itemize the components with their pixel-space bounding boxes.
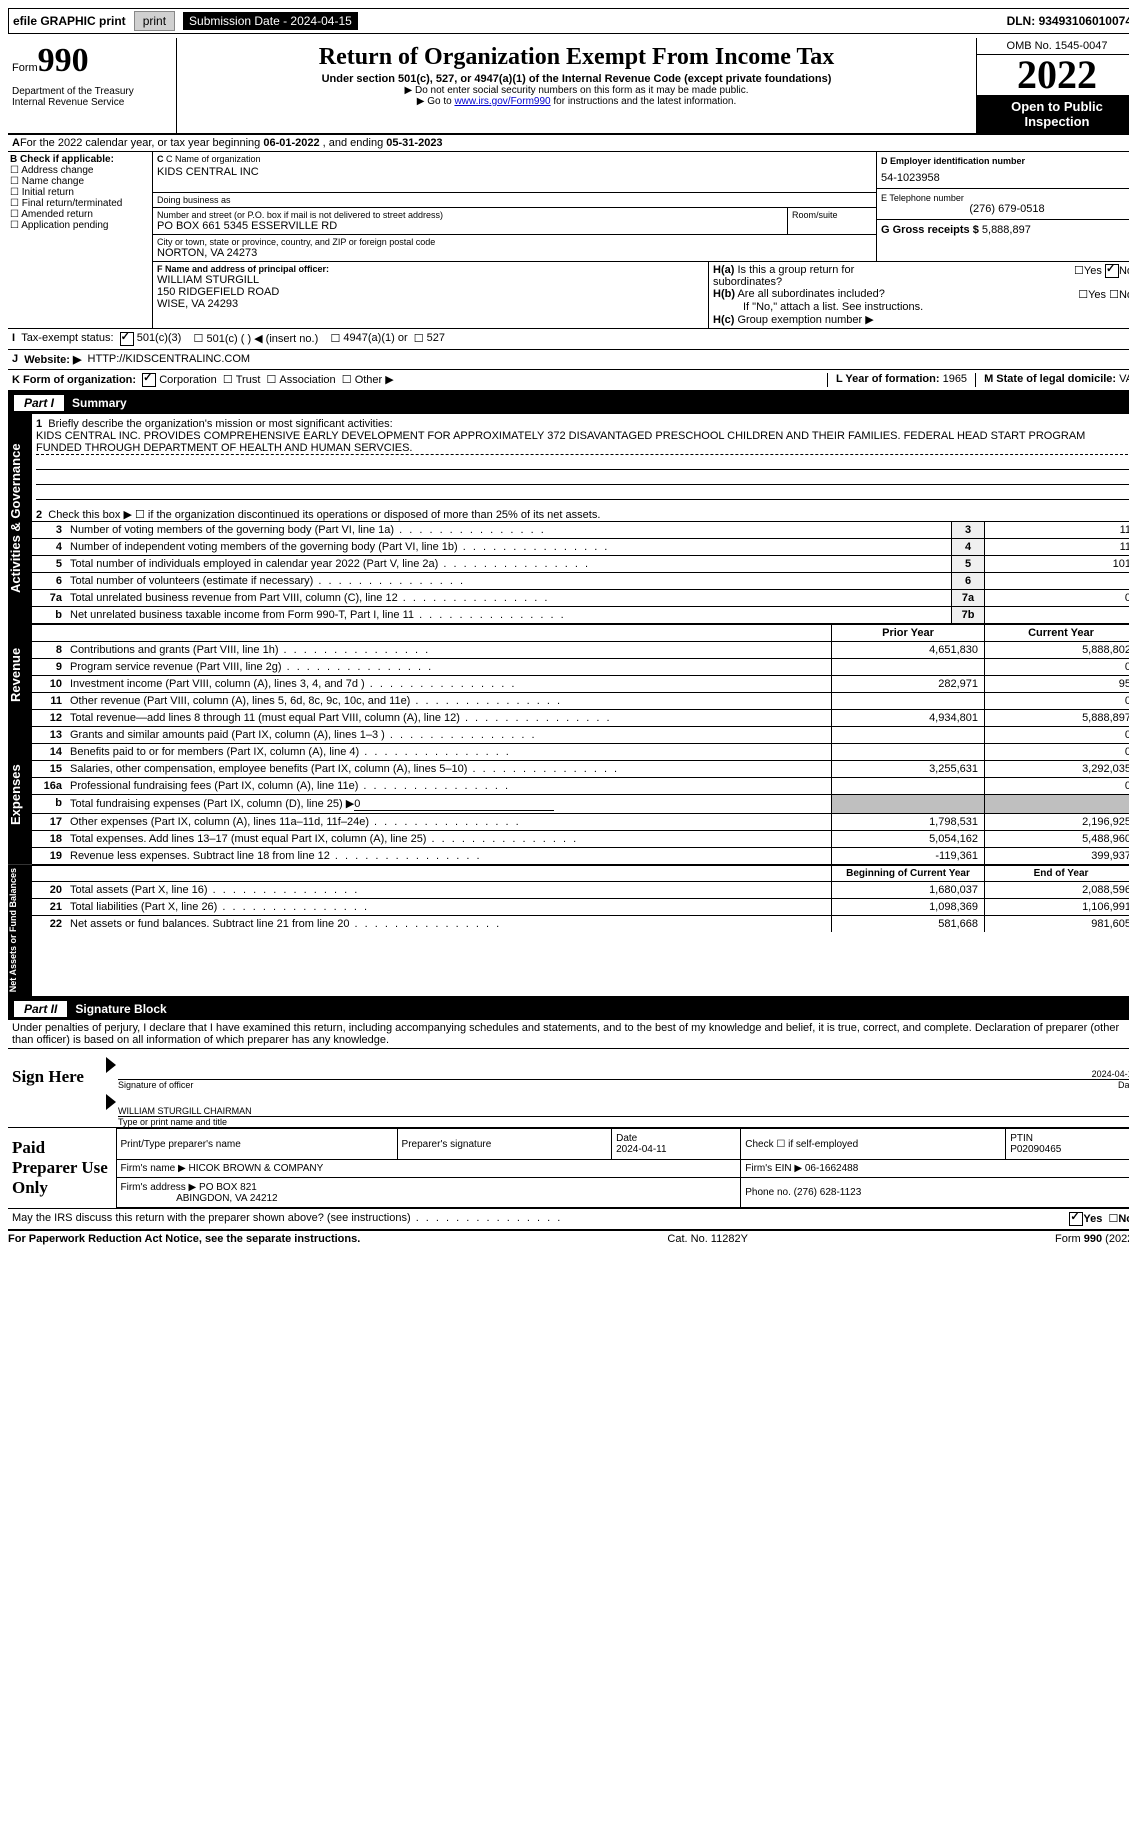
- dln: DLN: 93493106010074: [1007, 14, 1129, 28]
- form-title: Return of Organization Exempt From Incom…: [183, 44, 970, 71]
- mission-question: Briefly describe the organization's miss…: [48, 418, 392, 430]
- line-j: J Website: ▶ HTTP://KIDSCENTRALINC.COM: [8, 350, 1129, 370]
- tab-netassets: Net Assets or Fund Balances: [8, 864, 32, 996]
- form-id-block: Form990 Department of the Treasury Inter…: [8, 38, 177, 133]
- current-year-header: Current Year: [984, 625, 1129, 641]
- form-title-block: Return of Organization Exempt From Incom…: [177, 38, 976, 133]
- tab-expenses: Expenses: [8, 726, 32, 864]
- tab-revenue: Revenue: [8, 623, 32, 726]
- print-button[interactable]: print: [134, 11, 175, 31]
- dba-label: Doing business as: [153, 192, 876, 207]
- page-footer: For Paperwork Reduction Act Notice, see …: [8, 1233, 1129, 1245]
- tab-activities: Activities & Governance: [8, 414, 32, 623]
- line-2: Check this box ▶ ☐ if the organization d…: [48, 509, 600, 521]
- section-b: B Check if applicable: ☐ Address change☐…: [8, 152, 152, 328]
- mission-text: KIDS CENTRAL INC. PROVIDES COMPREHENSIVE…: [36, 430, 1129, 455]
- year-block: OMB No. 1545-0047 2022 Open to Public In…: [976, 38, 1129, 133]
- top-toolbar: efile GRAPHIC print print Submission Dat…: [8, 8, 1129, 34]
- line-l: L Year of formation: 1965: [827, 373, 967, 387]
- gross-receipts: 5,888,897: [982, 224, 1031, 236]
- penalty-text: Under penalties of perjury, I declare th…: [8, 1020, 1129, 1049]
- org-name-label: C Name of organization: [166, 154, 261, 164]
- line-i: I Tax-exempt status: 501(c)(3) ☐ 501(c) …: [8, 329, 1129, 350]
- irs-link[interactable]: www.irs.gov/Form990: [454, 96, 550, 107]
- org-name: KIDS CENTRAL INC: [153, 166, 876, 178]
- website-value: HTTP://KIDSCENTRALINC.COM: [88, 353, 251, 366]
- section-f: F Name and address of principal officer:…: [153, 262, 708, 328]
- ein-value: 54-1023958: [881, 172, 1129, 184]
- org-address: PO BOX 661 5345 ESSERVILLE RD: [157, 220, 783, 232]
- sign-here-label: Sign Here: [8, 1057, 106, 1127]
- preparer-table: Print/Type preparer's namePreparer's sig…: [116, 1128, 1129, 1208]
- org-city: NORTON, VA 24273: [157, 247, 872, 259]
- ein-label: D Employer identification number: [881, 156, 1025, 166]
- submission-date: Submission Date - 2024-04-15: [183, 12, 358, 30]
- line-m: M State of legal domicile: VA: [975, 373, 1129, 387]
- efile-label: efile GRAPHIC print: [13, 14, 126, 28]
- line-a: AFor the 2022 calendar year, or tax year…: [8, 135, 1129, 152]
- line-k: K Form of organization: Corporation ☐ Tr…: [12, 373, 394, 387]
- prior-year-header: Prior Year: [831, 625, 984, 641]
- discuss-line: May the IRS discuss this return with the…: [8, 1208, 1129, 1231]
- part-i-header: Part ISummary: [8, 392, 1129, 414]
- arrow-icon: [106, 1057, 116, 1073]
- arrow-icon: [106, 1094, 116, 1110]
- sign-date: 2024-04-11: [1092, 1069, 1129, 1079]
- officer-name: WILLIAM STURGILL CHAIRMAN: [118, 1106, 252, 1116]
- paid-preparer-label: Paid Preparer Use Only: [8, 1128, 116, 1208]
- phone-value: (276) 679-0518: [881, 203, 1129, 215]
- part-ii-header: Part IISignature Block: [8, 998, 1129, 1020]
- section-h: H(a) Is this a group return for subordin…: [708, 262, 1129, 328]
